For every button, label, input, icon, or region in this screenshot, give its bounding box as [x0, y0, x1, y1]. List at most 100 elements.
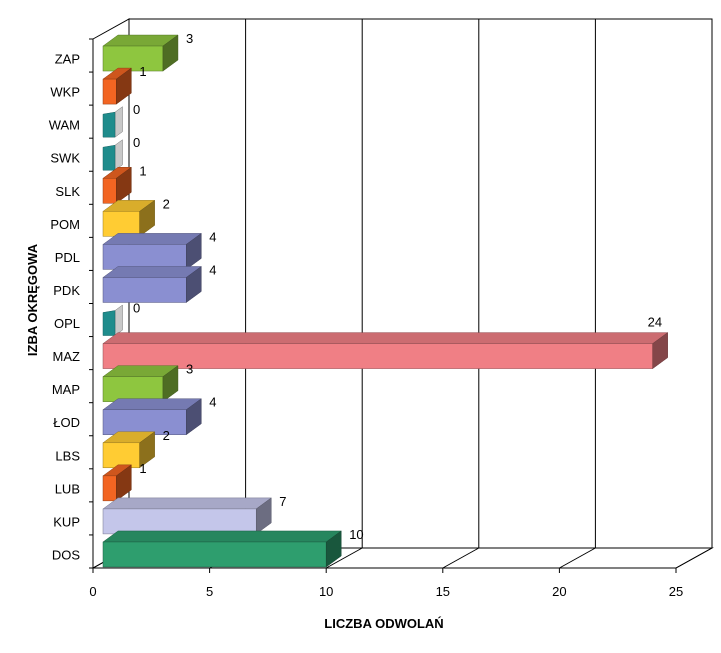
bar-front	[102, 111, 116, 138]
floor-gridline	[675, 547, 713, 569]
value-label: 3	[186, 362, 193, 377]
x-tick-label: 5	[206, 584, 213, 599]
bar-zero-wall	[114, 139, 123, 171]
category-label: ZAP	[55, 52, 80, 67]
category-label: MAZ	[53, 349, 81, 364]
category-label: WKP	[50, 85, 80, 100]
category-label: PDK	[53, 283, 80, 298]
value-label: 0	[133, 102, 140, 117]
y-axis-title: IZBA OKRĘGOWA	[25, 243, 40, 356]
bar-top	[102, 398, 203, 410]
bar-maz	[102, 332, 669, 370]
bar-zap	[102, 34, 179, 72]
value-label: 1	[139, 461, 146, 476]
bar-side	[186, 232, 202, 270]
bar-top	[102, 332, 669, 344]
bar-top	[102, 497, 273, 510]
bar-slk	[102, 166, 133, 204]
floor-gridline	[559, 547, 596, 569]
bar-map	[102, 365, 179, 403]
bar-front	[102, 144, 116, 171]
x-tick-label: 0	[89, 584, 96, 599]
bar-side	[162, 34, 179, 72]
bar-side	[186, 265, 202, 303]
category-label: DOS	[52, 547, 81, 562]
bar-side	[652, 332, 668, 370]
bar-side	[186, 398, 202, 436]
bar-side	[116, 67, 132, 105]
x-tick-labels: 0 5 10 15 20 25	[89, 584, 683, 599]
bar-front	[102, 310, 116, 336]
x-tick-label: 20	[552, 584, 566, 599]
value-label: 2	[163, 428, 170, 443]
bar-side	[139, 431, 155, 469]
bar-front	[102, 211, 140, 237]
value-label: 24	[648, 315, 662, 330]
bar-zero-wall	[114, 106, 123, 138]
value-label: 1	[139, 64, 146, 79]
bar-top	[102, 233, 203, 245]
bar-front	[102, 244, 187, 270]
bar-kup	[102, 497, 273, 535]
category-label: LUB	[55, 481, 80, 496]
bar-side	[325, 530, 342, 568]
category-label: ŁOD	[53, 415, 80, 430]
value-label: 4	[209, 262, 216, 277]
x-tick-label: 10	[319, 584, 333, 599]
category-label: KUP	[53, 514, 80, 529]
value-label: 4	[209, 395, 216, 410]
bar-front	[102, 376, 164, 402]
x-tick-label: 15	[436, 584, 450, 599]
bar-opl	[102, 304, 123, 337]
bar-front	[102, 178, 117, 204]
value-label: 7	[279, 494, 286, 509]
value-label: 0	[133, 135, 140, 150]
bar-dos	[102, 530, 342, 568]
bar-wkp	[102, 67, 133, 105]
bar-front	[102, 409, 187, 435]
category-label: SWK	[50, 151, 80, 166]
x-tick-label: 25	[669, 584, 683, 599]
bar-side	[139, 199, 155, 237]
bar-side	[162, 365, 179, 403]
category-label: PDL	[55, 250, 80, 265]
bar-swk	[102, 139, 123, 171]
x-axis-title: LICZBA ODWOLAŃ	[324, 616, 443, 631]
value-label: 2	[163, 196, 170, 211]
bar-front	[102, 475, 117, 502]
bar-pdl	[102, 232, 203, 270]
bar-lbs	[102, 431, 156, 469]
bar-pom	[102, 199, 156, 237]
category-label: LBS	[55, 448, 80, 463]
bar-front	[102, 78, 117, 105]
bar-łod	[102, 398, 203, 436]
value-label: 4	[209, 229, 216, 244]
category-label: OPL	[54, 316, 80, 331]
bar-pdk	[102, 265, 203, 303]
bar-side	[116, 464, 132, 502]
category-label: SLK	[55, 184, 80, 199]
category-label: MAP	[52, 382, 80, 397]
floor-gridline	[442, 547, 480, 569]
bar-front	[102, 343, 653, 369]
bar-wam	[102, 106, 123, 138]
bar-front	[102, 508, 257, 535]
bar-front	[102, 277, 187, 303]
value-label: 10	[349, 527, 363, 542]
value-label: 3	[186, 31, 193, 46]
bar-side	[116, 166, 132, 204]
bar-top	[102, 530, 342, 543]
floor-gridline	[325, 547, 363, 569]
bar-zero-wall	[114, 304, 123, 337]
bar-front	[102, 45, 164, 72]
back-wall	[128, 18, 713, 549]
category-labels: ZAP WKP WAM SWK SLK POM PDL PDK OPL MAZ MAP ŁOD LBS L…	[49, 52, 81, 563]
bar-top	[102, 266, 203, 278]
value-label: 1	[139, 163, 146, 178]
category-label: POM	[50, 217, 80, 232]
bar-lub	[102, 464, 133, 502]
value-label: 0	[133, 301, 140, 316]
